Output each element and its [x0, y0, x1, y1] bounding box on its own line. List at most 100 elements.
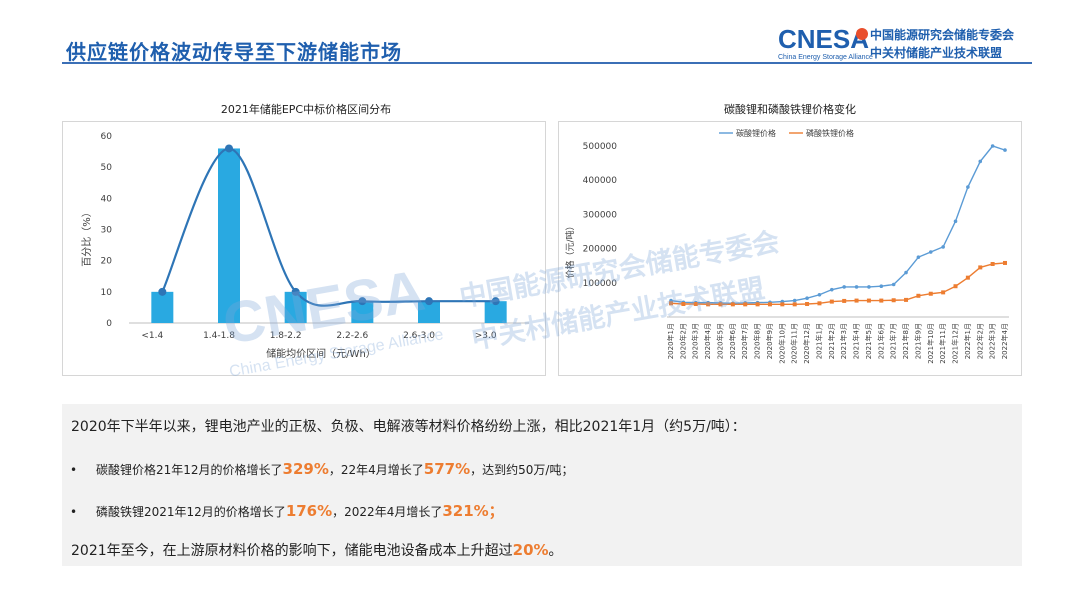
- y-tick-label: 50: [101, 163, 113, 173]
- bullet-text: 磷酸铁锂2021年12月的价格增长了: [96, 505, 286, 519]
- series-line: [670, 262, 1006, 306]
- series-point: [867, 285, 871, 289]
- series-point: [792, 298, 797, 303]
- x-tick-label: 2022年1月: [963, 323, 972, 359]
- y-axis-label: 百分比（%）: [81, 207, 93, 267]
- x-tick-label: 2020年4月: [703, 323, 712, 359]
- x-tick-label: 2020年3月: [691, 323, 700, 359]
- chart-panel-lithium: 碳酸锂价格 磷酸铁锂价格 100000 200000 300000 400000 5000…: [558, 121, 1022, 376]
- y-tick-label: 20: [101, 257, 113, 267]
- x-axis-label: 储能均价区间（元/Wh）: [266, 347, 376, 360]
- curve-point: [158, 287, 167, 296]
- series-point: [879, 284, 884, 289]
- header-divider: [62, 62, 1032, 64]
- cnesa-logo: CNESA China Energy Storage Alliance 中国能源…: [778, 22, 1038, 62]
- x-tick-label: 2021年1月: [814, 323, 823, 359]
- y-tick-label: 400000: [583, 176, 618, 186]
- series-point: [953, 284, 958, 289]
- series-point: [1003, 260, 1007, 265]
- curve-points: [158, 144, 500, 306]
- bullet-lfp: • 磷酸铁锂2021年12月的价格增长了176%，2022年4月增长了321%；: [70, 500, 504, 521]
- logo-cn-line2: 中关村储能产业技术联盟: [870, 46, 1003, 60]
- y-tick-label: 30: [101, 226, 113, 236]
- legend: 碳酸锂价格 磷酸铁锂价格: [719, 128, 854, 138]
- series-point: [805, 296, 809, 300]
- y-tick-label: 0: [106, 319, 112, 329]
- series-point: [681, 302, 686, 307]
- y-axis: 100000 200000 300000 400000 500000: [583, 142, 1009, 318]
- series-point: [805, 302, 810, 307]
- x-tick-label: 2021年9月: [913, 323, 922, 359]
- series: [669, 144, 1007, 307]
- x-tick-label: 2020年1月: [666, 323, 675, 359]
- x-tick-label: 2022年4月: [1000, 323, 1009, 359]
- y-tick-label: 40: [101, 194, 113, 204]
- series-point: [866, 298, 871, 303]
- y-axis: 0 10 20 30 40 50 60: [101, 132, 529, 329]
- summary-text-box: 2020年下半年以来，锂电池产业的正极、负极、电解液等材料价格纷纷上涨，相比20…: [62, 404, 1022, 566]
- series-point: [941, 290, 946, 295]
- bar: [284, 291, 307, 323]
- x-tick-labels: <1.4 1.4-1.8 1.8-2.2 2.2-2.6 2.6-3.0 >3.0: [141, 331, 496, 341]
- highlight-value: 176%: [285, 502, 333, 520]
- y-tick-label: 300000: [583, 210, 618, 220]
- series-point: [978, 159, 983, 164]
- highlight-value: 321%；: [442, 502, 504, 520]
- y-tick-label: 200000: [583, 245, 618, 255]
- series-point: [928, 250, 933, 254]
- series-point: [891, 298, 896, 303]
- x-tick-label: 2021年2月: [827, 323, 836, 359]
- x-tick-label: 1.4-1.8: [203, 331, 235, 341]
- smooth-curve: [161, 147, 496, 307]
- series-point: [941, 245, 945, 249]
- header: 供应链价格波动传导至下游储能市场 CNESA China Energy Stor…: [0, 0, 1080, 66]
- bullet-text: ，2022年4月增长了: [332, 505, 443, 519]
- x-tick-label: 2020年11月: [790, 323, 799, 364]
- series-point: [990, 261, 995, 266]
- highlight-value: 329%: [282, 460, 329, 478]
- x-tick-label: 2021年5月: [864, 323, 873, 359]
- bar: [351, 301, 374, 323]
- x-tick-label: 2020年10月: [777, 323, 786, 364]
- y-tick-label: 10: [101, 288, 113, 298]
- series-point: [891, 282, 896, 287]
- x-tick-label: >3.0: [475, 331, 497, 341]
- logo-text: CNESA: [778, 24, 870, 54]
- series-point: [718, 302, 723, 307]
- series-point: [854, 298, 859, 303]
- series-point: [817, 301, 822, 306]
- series-point: [966, 185, 970, 189]
- curve-point: [291, 287, 300, 296]
- bars: [151, 148, 507, 323]
- y-tick-label: 60: [101, 132, 113, 142]
- x-tick-label: 2020年9月: [765, 323, 774, 359]
- logo-mark-icon: [856, 28, 868, 40]
- highlight-value: 20%: [512, 541, 549, 559]
- page-title: 供应链价格波动传导至下游储能市场: [66, 40, 402, 64]
- series-point: [842, 298, 847, 303]
- bar: [484, 301, 507, 323]
- curve-point: [491, 297, 500, 306]
- bullet-dot: •: [70, 505, 78, 519]
- series-point: [730, 302, 735, 307]
- bullet-text: 碳酸锂价格21年12月的价格增长了: [96, 463, 283, 477]
- x-tick-label: 2020年7月: [740, 323, 749, 359]
- x-tick-label: 2021年11月: [938, 323, 947, 364]
- series-point: [854, 285, 859, 289]
- series-point: [953, 219, 958, 224]
- y-tick-label: 100000: [583, 279, 618, 289]
- x-tick-label: 2021年7月: [889, 323, 898, 359]
- highlight-value: 577%: [423, 460, 471, 478]
- x-tick-label: 2.2-2.6: [336, 331, 368, 341]
- x-tick-label: 2020年2月: [678, 323, 687, 359]
- series-point: [767, 302, 772, 307]
- series-point: [842, 285, 846, 289]
- lithium-price-line-chart: 碳酸锂价格 磷酸铁锂价格 100000 200000 300000 400000 5000…: [564, 128, 1009, 364]
- series-point: [669, 301, 673, 306]
- series-point: [965, 275, 970, 280]
- y-tick-label: 500000: [583, 142, 618, 152]
- x-tick-label: 2020年8月: [753, 323, 762, 359]
- conclusion-text: 2021年至今，在上游原材料价格的影响下，储能电池设备成本上升超过: [71, 543, 513, 559]
- series-point: [978, 265, 983, 270]
- logo-cn-line1: 中国能源研究会储能专委会: [870, 28, 1015, 42]
